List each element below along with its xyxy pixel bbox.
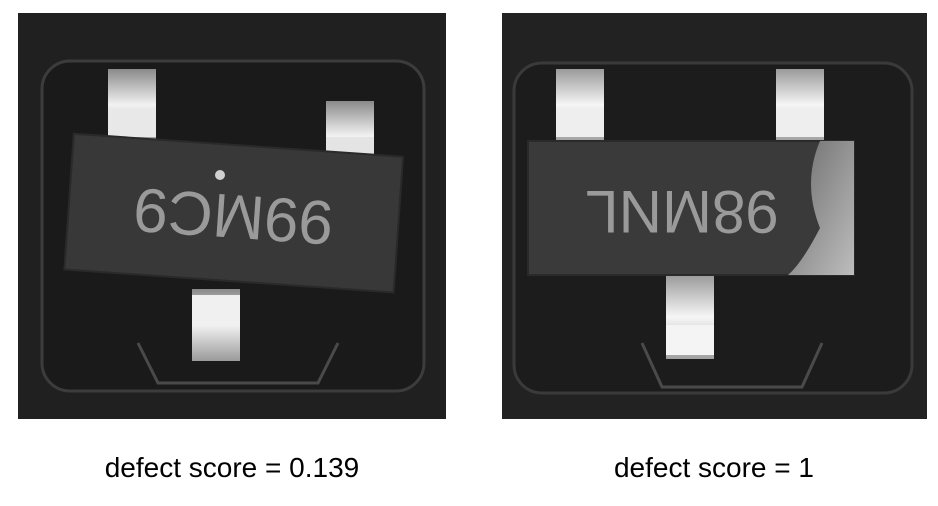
chip-image-left: 99MC9	[18, 13, 446, 419]
lead-top-left	[556, 69, 604, 141]
component-photo-right: 98MNL	[502, 13, 927, 419]
chip-marking-left: 99MC9	[131, 174, 335, 257]
defect-score-caption-right: defect score = 1	[613, 452, 814, 483]
surface-speck	[215, 170, 225, 180]
defect-score-caption-left: defect score = 0.139	[104, 452, 360, 483]
lead-top-left	[108, 69, 156, 141]
chip-image-right: 98MNL	[502, 13, 927, 419]
chip-body-left: 99MC9	[63, 132, 405, 294]
component-photo-left: 99MC9	[18, 13, 446, 419]
chip-body-right: 98MNL	[527, 140, 855, 276]
lead-bottom	[192, 289, 240, 361]
tray-pocket-notch	[640, 342, 824, 389]
chip-marking-right: 98MNL	[585, 178, 778, 245]
lead-top-right	[776, 69, 824, 141]
chipped-corner-defect	[788, 141, 854, 275]
lead-bottom	[666, 275, 714, 359]
tray-pocket-notch	[136, 342, 340, 385]
